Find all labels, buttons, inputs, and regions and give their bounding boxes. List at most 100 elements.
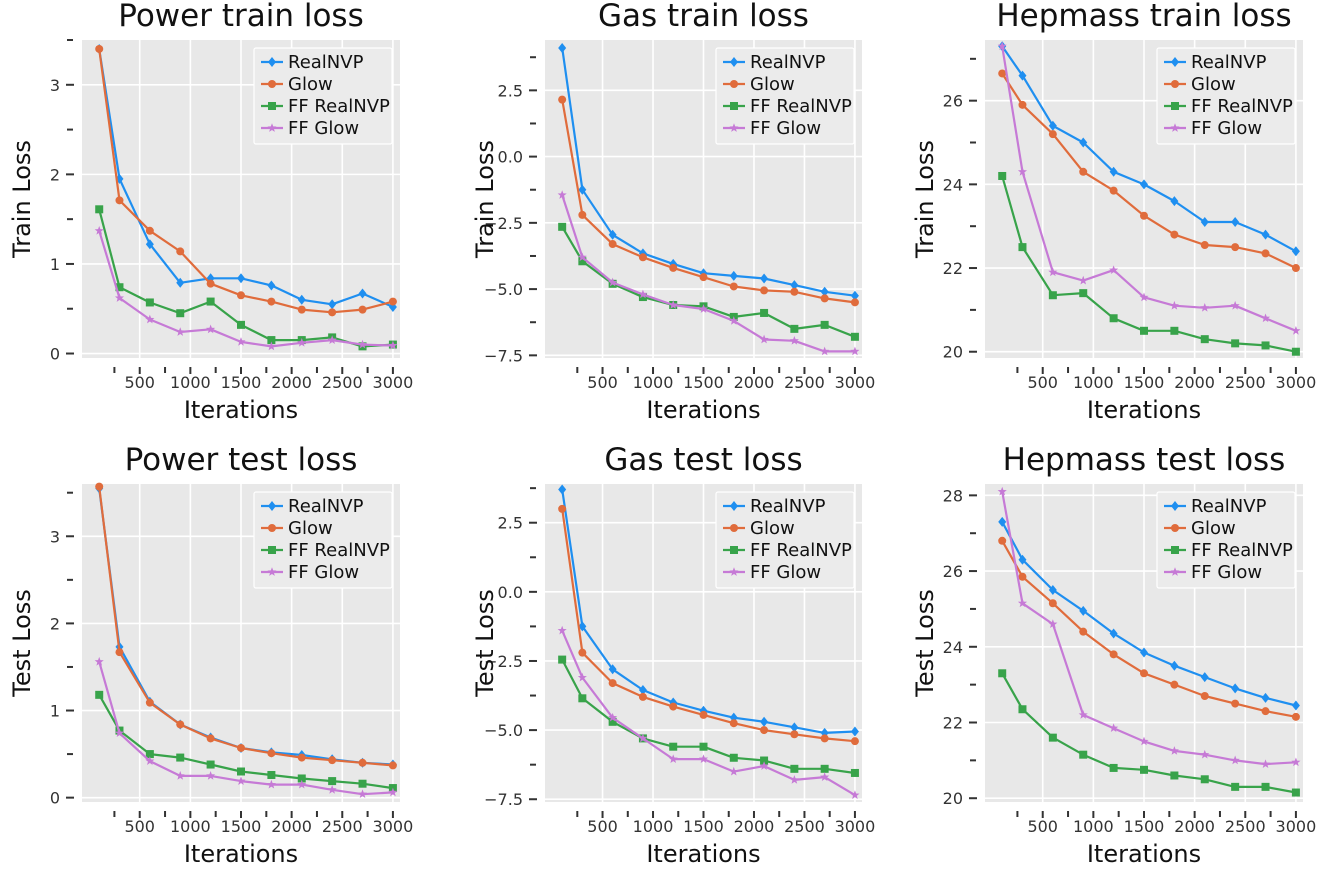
data-point (327, 335, 337, 344)
data-point (1018, 572, 1027, 581)
y-tick-label: 26 (943, 562, 963, 581)
legend-box (253, 47, 393, 145)
legend-label: Glow (1191, 74, 1236, 95)
chart-title: Power train loss (118, 0, 363, 34)
data-point (699, 742, 708, 751)
data-point (1291, 347, 1300, 356)
chart-gas-train: 500 1000 1500 2000 2500 3000 −7.5 −5.0 −2.5 0.0 2.… (471, 0, 875, 424)
y-tick-label: −7.5 (484, 346, 523, 365)
data-point (95, 205, 104, 214)
data-point (114, 728, 125, 738)
data-point (1170, 230, 1179, 239)
data-point (558, 42, 567, 53)
series-glow (998, 536, 1300, 721)
data-point (95, 44, 104, 53)
data-point (1230, 300, 1240, 310)
data-point (328, 777, 337, 786)
y-tick-label: 22 (943, 259, 963, 278)
data-point (699, 273, 708, 282)
series-glow (558, 95, 859, 307)
data-point (1231, 699, 1240, 708)
data-point (95, 690, 104, 699)
data-point (1140, 326, 1148, 335)
legend-marker (1171, 102, 1179, 110)
data-point (997, 486, 1007, 496)
data-point (1261, 782, 1270, 791)
x-tick-label: 2500 (322, 373, 363, 392)
data-point (998, 171, 1007, 180)
data-point (237, 743, 245, 752)
legend-label: Glow (288, 518, 333, 539)
data-point (820, 346, 830, 356)
data-point (1109, 723, 1119, 733)
data-point (327, 785, 337, 794)
x-tick-label: 1500 (221, 817, 262, 836)
data-point (790, 287, 799, 296)
x-tick-label: 1000 (170, 817, 211, 836)
data-point (790, 280, 799, 291)
series-ff-glow (94, 226, 398, 351)
data-point (206, 297, 215, 306)
data-point (145, 756, 155, 765)
x-tick-label: 1500 (1124, 373, 1165, 392)
data-point (175, 771, 185, 780)
data-point (698, 304, 709, 313)
data-point (668, 300, 678, 309)
x-tick-label: 2500 (1225, 817, 1266, 836)
series-ff-realnvp (998, 669, 1300, 797)
x-tick-label: 2000 (1174, 817, 1215, 836)
series-glow (95, 482, 397, 770)
y-axis-label: Train Loss (911, 140, 939, 259)
data-point (1169, 300, 1179, 310)
data-point (729, 316, 739, 325)
data-point (729, 270, 738, 281)
x-tick-label: 1000 (633, 373, 674, 392)
data-point (1231, 782, 1240, 791)
series-ff-glow (997, 486, 1301, 769)
data-point (578, 184, 587, 195)
legend-label: RealNVP (750, 496, 826, 517)
x-tick-label: 1500 (683, 817, 724, 836)
data-point (1261, 229, 1270, 240)
data-point (997, 41, 1007, 51)
legend-marker (730, 501, 738, 511)
data-point (114, 293, 125, 302)
data-point (578, 621, 587, 632)
data-point (1140, 669, 1148, 678)
series-ff-realnvp (998, 171, 1300, 356)
legend-label: FF Glow (750, 118, 821, 139)
legend-box (715, 47, 855, 145)
chart-title: Power test loss (125, 442, 358, 478)
y-tick-label: −5.0 (484, 721, 523, 740)
legend-marker (267, 567, 277, 576)
data-point (1079, 627, 1088, 636)
data-point (1200, 692, 1209, 700)
data-point (267, 749, 276, 758)
data-point (638, 253, 647, 262)
data-point (669, 702, 678, 711)
y-tick-label: 1 (50, 702, 60, 721)
data-point (820, 764, 829, 773)
data-point (998, 669, 1007, 678)
data-point (558, 484, 567, 495)
data-point (608, 277, 618, 287)
data-point (557, 625, 567, 635)
y-tick-label: 20 (943, 789, 963, 808)
data-point (608, 717, 617, 726)
data-point (1079, 167, 1088, 176)
series-realnvp (998, 516, 1300, 711)
data-point (237, 291, 245, 300)
legend-marker (729, 567, 739, 576)
data-point (266, 341, 276, 351)
data-point (1139, 292, 1149, 302)
data-point (328, 308, 337, 317)
y-axis-label: Test Loss (8, 589, 36, 698)
data-point (558, 95, 567, 104)
data-point (1291, 326, 1301, 335)
data-point (1260, 759, 1271, 769)
data-point (388, 787, 398, 797)
x-tick-label: 500 (587, 373, 618, 392)
